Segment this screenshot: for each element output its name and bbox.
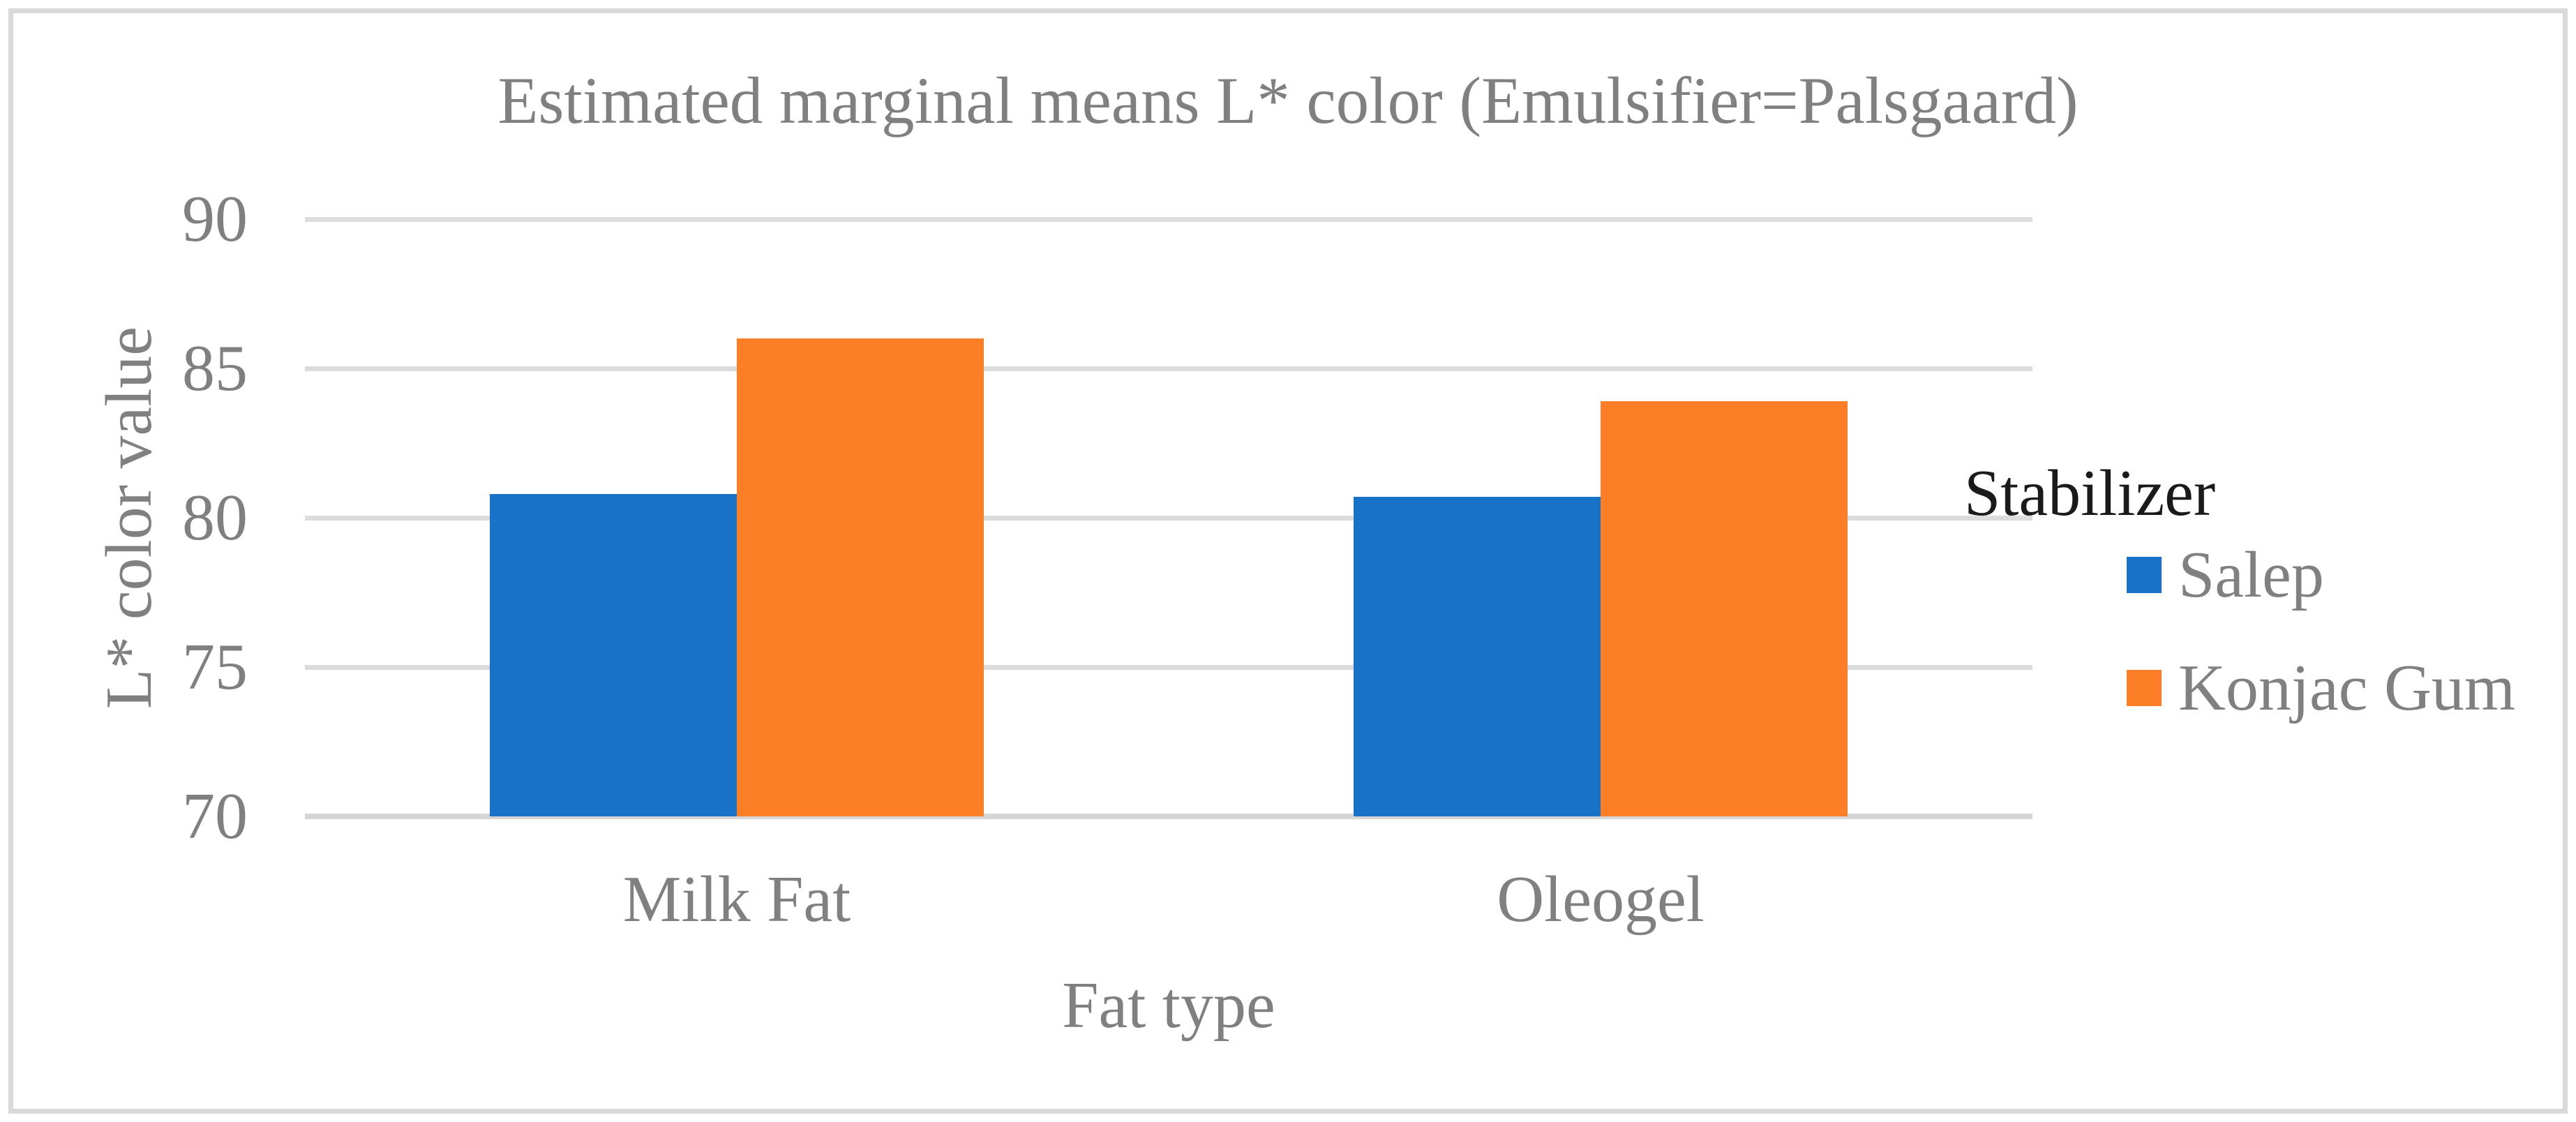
bar-konjac-gum-oleogel xyxy=(1601,401,1848,816)
bar-salep-milk-fat xyxy=(490,493,737,816)
legend-item-konjac-gum: Konjac Gum xyxy=(2127,652,2515,724)
legend-swatch-konjac-gum xyxy=(2127,670,2162,706)
legend-label-salep: Salep xyxy=(2178,539,2324,611)
chart-title: Estimated marginal means L* color (Emuls… xyxy=(497,63,2079,137)
x-tick-label-milk-fat: Milk Fat xyxy=(622,863,851,936)
gridline xyxy=(305,515,2032,521)
x-axis-line xyxy=(305,814,2032,819)
y-tick-label-90: 90 xyxy=(182,183,248,255)
gridline xyxy=(305,366,2032,371)
legend-item-salep: Salep xyxy=(2127,539,2324,611)
gridline xyxy=(305,664,2032,670)
x-axis-title: Fat type xyxy=(1062,969,1275,1042)
figure-border xyxy=(8,8,2568,1114)
bar-salep-oleogel xyxy=(1354,497,1601,816)
legend-title: Stabilizer xyxy=(1964,457,2216,530)
bar-konjac-gum-milk-fat xyxy=(737,338,984,816)
y-tick-label-70: 70 xyxy=(182,780,248,853)
legend-label-konjac-gum: Konjac Gum xyxy=(2178,652,2515,724)
x-tick-label-oleogel: Oleogel xyxy=(1497,863,1705,936)
y-tick-label-75: 75 xyxy=(182,631,248,703)
gridline xyxy=(305,216,2032,222)
y-tick-label-85: 85 xyxy=(182,332,248,405)
y-tick-label-80: 80 xyxy=(182,481,248,554)
legend-swatch-salep xyxy=(2127,557,2162,593)
